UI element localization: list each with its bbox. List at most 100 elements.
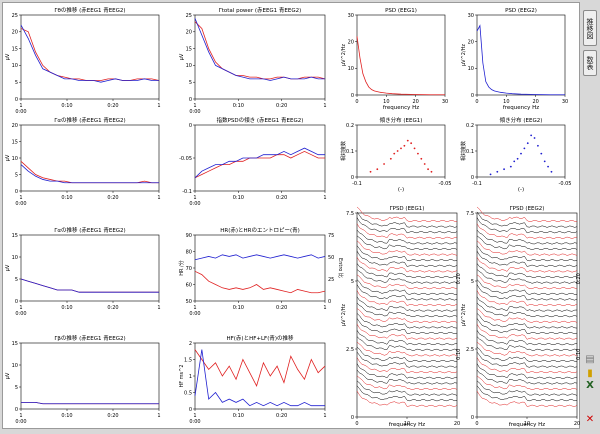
p2-ytick-label: 5 xyxy=(189,80,192,86)
p7-ytick-label: 15 xyxy=(12,341,18,347)
p13-waterfall-trace xyxy=(356,363,458,379)
p5-title: Γαの推移 (赤EEG1 青EEG2) xyxy=(54,226,125,234)
p7-frame xyxy=(20,342,160,410)
p6-ytick-label: 60 xyxy=(186,282,192,288)
p3-ytick-label: 0 xyxy=(15,189,18,195)
p14-waterfall-trace xyxy=(476,330,578,346)
p12-point xyxy=(550,170,553,173)
p10-xlabel: frequency Hz xyxy=(503,105,539,111)
p13-waterfall-trace xyxy=(356,240,458,256)
p11-xlabel: (-) xyxy=(398,187,404,193)
p12-point xyxy=(509,165,512,168)
p14-waterfall-trace xyxy=(476,380,578,396)
p5-xtick-label: 0:10 xyxy=(61,305,72,311)
p6-xtick-label: 0:20 xyxy=(276,305,287,311)
p2-xtick-label2: 0:00 xyxy=(189,109,200,115)
p1-ytick-label: 15 xyxy=(12,46,18,52)
p10-xtick-label: 10 xyxy=(503,99,509,105)
p14-waterfall-trace xyxy=(476,357,578,374)
p12-point xyxy=(530,134,533,137)
p14-waterfall-trace xyxy=(476,274,578,290)
p2-ylabel: μV xyxy=(179,53,185,60)
p14-waterfall-trace xyxy=(476,369,578,385)
tab-trend-chart[interactable]: 推移図 xyxy=(583,10,597,46)
p3-title: Γαの推移 (赤EEG1 青EEG2) xyxy=(54,116,125,124)
p14-waterfall-trace xyxy=(476,341,578,357)
tab-data-table[interactable]: 数表 xyxy=(583,50,597,76)
p12-point xyxy=(496,170,499,173)
p13-waterfall-trace xyxy=(356,390,458,407)
p13-ylabel: μV^2/Hz xyxy=(341,304,347,326)
p2-ytick-label: 20 xyxy=(186,30,192,36)
p2-xtick-label: 0:10 xyxy=(233,103,244,109)
p2-xtick-label: 1 xyxy=(323,103,326,109)
p6-ylabel: HR /分 xyxy=(178,260,185,276)
p1-frame xyxy=(20,14,160,100)
p6-title: HR(赤)とHRのエントロピー(青) xyxy=(220,226,300,234)
export-icon[interactable]: ▮ xyxy=(587,368,593,379)
p3-ylabel: μV xyxy=(5,154,11,161)
p13-waterfall-trace xyxy=(356,369,458,385)
p6-ytick-label: 90 xyxy=(186,233,192,239)
p9-xtick-label: 10 xyxy=(383,99,389,105)
p13-xtick-label: 10 xyxy=(404,421,410,427)
p8-title: HF(赤)とHF+LF(青)の推移 xyxy=(226,334,294,342)
p11-point xyxy=(383,163,385,165)
p5-xtick-label: 1 xyxy=(157,305,160,311)
p9-xtick-label: 20 xyxy=(412,99,418,105)
p13-waterfall-trace xyxy=(356,346,458,363)
p13-waterfall-trace xyxy=(356,256,458,273)
p13-waterfall-trace xyxy=(356,223,458,239)
p3-xtick-label: 1 xyxy=(19,195,22,201)
p11-title: 傾き分布 (EEG1) xyxy=(380,116,423,124)
p14-waterfall-trace xyxy=(476,245,578,262)
p12-point xyxy=(513,160,516,163)
p11-ytick-label: 0 xyxy=(351,175,354,181)
p11-point xyxy=(410,142,413,145)
p10-xtick-label: 0 xyxy=(475,99,478,105)
p12-title: 傾き分布 (EEG2) xyxy=(500,116,543,124)
p7-ytick-label: 0 xyxy=(15,407,18,413)
p2-xtick-label: 1 xyxy=(193,103,196,109)
p3-ytick-label: 20 xyxy=(12,123,18,129)
p11-point xyxy=(420,157,423,160)
p5-ylabel: μV xyxy=(5,264,11,271)
p14-waterfall-trace xyxy=(476,390,578,407)
excel-icon[interactable]: X xyxy=(586,380,594,391)
p11-point xyxy=(369,170,372,173)
p14-waterfall-trace xyxy=(476,346,578,363)
p7-xtick-label2: 0:00 xyxy=(15,419,26,425)
p13-waterfall-trace xyxy=(356,269,458,284)
p12-frame xyxy=(476,124,566,178)
p14-waterfall-trace xyxy=(476,211,578,228)
p10-ytick-label: 20 xyxy=(468,39,474,45)
p2-series-blue-line xyxy=(194,18,325,81)
p5-ytick-label: 15 xyxy=(12,233,18,239)
p14-waterfall-trace xyxy=(476,279,578,295)
p1-xtick-label: 1 xyxy=(19,103,22,109)
p14-ytick-label: 2.5 xyxy=(466,347,474,353)
p6-frame xyxy=(194,234,326,302)
p4-series-red-line xyxy=(194,150,325,179)
p3-xtick-label: 1 xyxy=(157,195,160,201)
p12-point xyxy=(543,160,546,163)
p1-ytick-label: 10 xyxy=(12,63,18,69)
p13-waterfall-trace xyxy=(356,302,458,318)
p4-xtick-label2: 0:00 xyxy=(189,201,200,207)
p14-ytick-label: 5 xyxy=(471,279,474,285)
p11-point xyxy=(389,157,392,160)
close-icon[interactable]: ✕ xyxy=(585,414,595,425)
print-icon[interactable]: ▤ xyxy=(585,354,595,365)
p1-xtick-label: 1 xyxy=(157,103,160,109)
p14-waterfall-trace xyxy=(476,240,578,256)
p12-xtick-label: -0.1 xyxy=(472,181,482,187)
p10-ytick-label: 30 xyxy=(468,13,474,19)
p1-series-blue-line xyxy=(20,24,159,83)
p4-xtick-label: 1 xyxy=(193,195,196,201)
p13-z-label: 0:20 xyxy=(456,273,462,284)
p4-title: 指数PSDの傾き (赤EEG1 青EEG2) xyxy=(217,116,304,124)
p13-waterfall-trace xyxy=(356,279,458,295)
p13-waterfall-trace xyxy=(356,245,458,262)
p9-xtick-label: 30 xyxy=(442,99,448,105)
p13-xlabel: frequency Hz xyxy=(389,422,425,428)
